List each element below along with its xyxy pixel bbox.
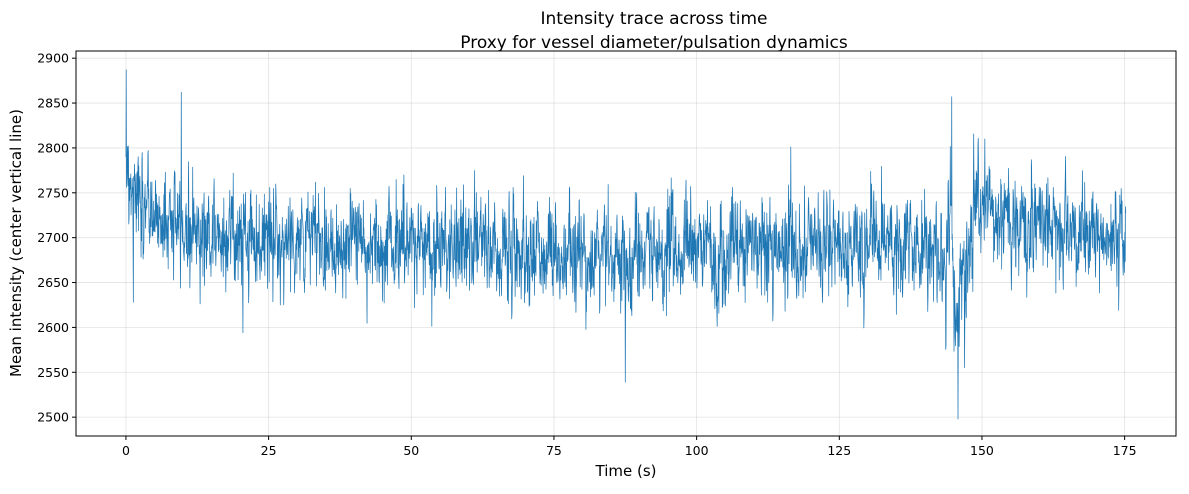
- axes-frame: [75, 50, 1177, 437]
- x-tick-label: 100: [685, 443, 709, 458]
- chart-title: Intensity trace across time: [541, 9, 768, 29]
- intensity-trace-line: [125, 69, 1127, 420]
- y-axis-label: Mean intensity (center vertical line): [7, 109, 25, 377]
- chart-subtitle: Proxy for vessel diameter/pulsation dyna…: [460, 33, 848, 53]
- x-axis-label: Time (s): [595, 462, 657, 480]
- y-tick-label: 2750: [37, 185, 69, 200]
- y-tick-label: 2850: [37, 96, 69, 111]
- grid-lines: [76, 51, 1176, 436]
- y-tick-label: 2700: [37, 230, 69, 245]
- y-tick-label: 2550: [37, 365, 69, 380]
- x-tick-label: 150: [970, 443, 994, 458]
- plot-area: [125, 69, 1127, 420]
- y-axis-ticks: 2500 2550 2600 2650 2700 2750 2800 2850 2900: [37, 51, 76, 425]
- y-tick-label: 2600: [37, 320, 69, 335]
- y-tick-label: 2500: [37, 410, 69, 425]
- x-axis-ticks: 0 25 50 75 100 125 150 175: [122, 436, 1137, 458]
- y-tick-label: 2650: [37, 275, 69, 290]
- x-tick-label: 25: [261, 443, 277, 458]
- x-tick-label: 125: [827, 443, 851, 458]
- x-tick-label: 175: [1113, 443, 1137, 458]
- x-tick-label: 75: [546, 443, 562, 458]
- y-tick-label: 2800: [37, 140, 69, 155]
- x-tick-label: 0: [122, 443, 130, 458]
- x-tick-label: 50: [403, 443, 419, 458]
- y-tick-label: 2900: [37, 51, 69, 66]
